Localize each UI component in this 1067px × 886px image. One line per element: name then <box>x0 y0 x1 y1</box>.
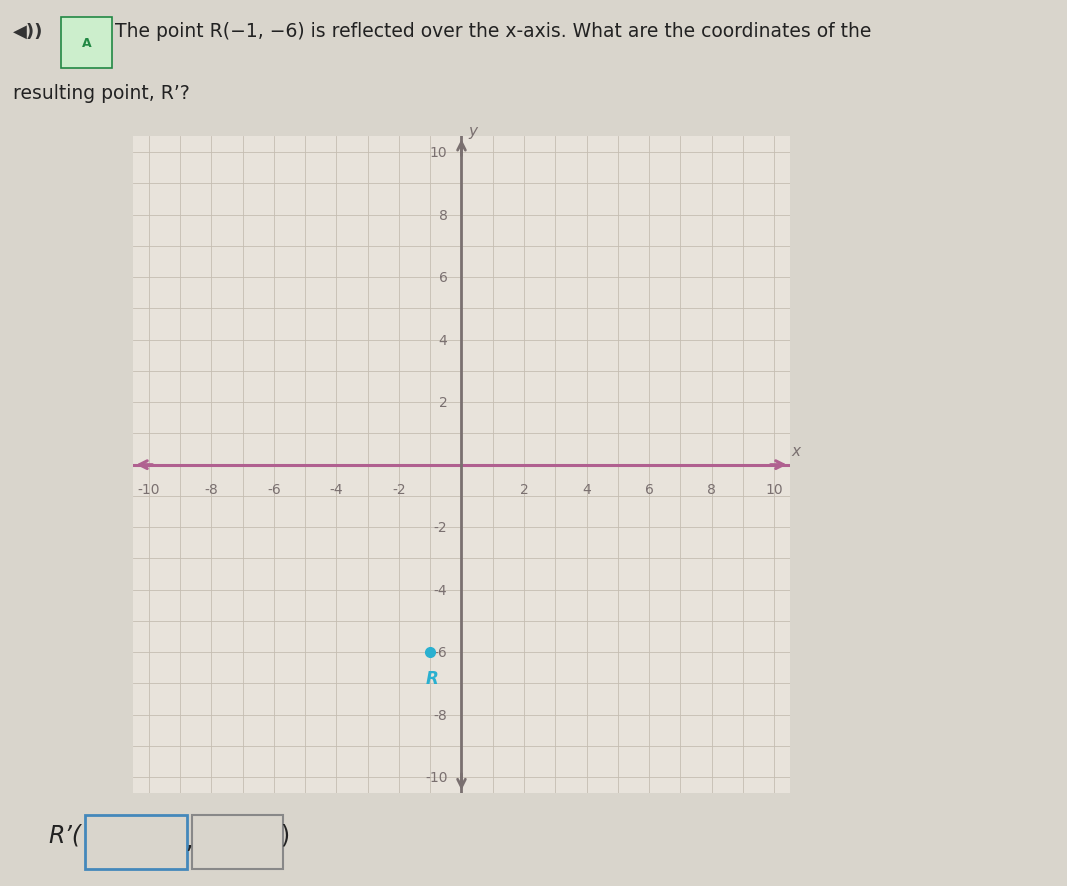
Text: -8: -8 <box>433 708 447 722</box>
Text: 10: 10 <box>765 482 783 496</box>
FancyBboxPatch shape <box>85 815 187 868</box>
Text: 6: 6 <box>439 271 447 284</box>
Text: -6: -6 <box>267 482 281 496</box>
Text: 2: 2 <box>439 396 447 409</box>
Text: resulting point, R’?: resulting point, R’? <box>13 84 190 104</box>
Text: ,: , <box>186 828 193 852</box>
Text: 8: 8 <box>707 482 716 496</box>
Text: -10: -10 <box>425 770 447 784</box>
Text: -6: -6 <box>433 646 447 659</box>
Text: 10: 10 <box>430 146 447 160</box>
Text: 8: 8 <box>439 208 447 222</box>
Text: 2: 2 <box>520 482 528 496</box>
Text: x: x <box>792 444 800 459</box>
Text: R: R <box>426 670 439 688</box>
Text: R’(: R’( <box>48 822 81 847</box>
Text: y: y <box>468 123 477 138</box>
Text: -8: -8 <box>205 482 219 496</box>
FancyBboxPatch shape <box>61 18 112 69</box>
Text: 4: 4 <box>439 333 447 347</box>
Text: -2: -2 <box>434 521 447 534</box>
Text: -4: -4 <box>434 583 447 597</box>
Text: 6: 6 <box>644 482 653 496</box>
Text: ◀)): ◀)) <box>13 22 43 40</box>
Text: ): ) <box>281 822 290 847</box>
Text: -2: -2 <box>393 482 405 496</box>
FancyBboxPatch shape <box>192 815 283 868</box>
Text: -4: -4 <box>330 482 344 496</box>
Text: The point R(−1, −6) is reflected over the x-axis. What are the coordinates of th: The point R(−1, −6) is reflected over th… <box>115 22 872 42</box>
Text: 4: 4 <box>583 482 591 496</box>
Text: A: A <box>81 37 92 50</box>
Text: -10: -10 <box>138 482 160 496</box>
